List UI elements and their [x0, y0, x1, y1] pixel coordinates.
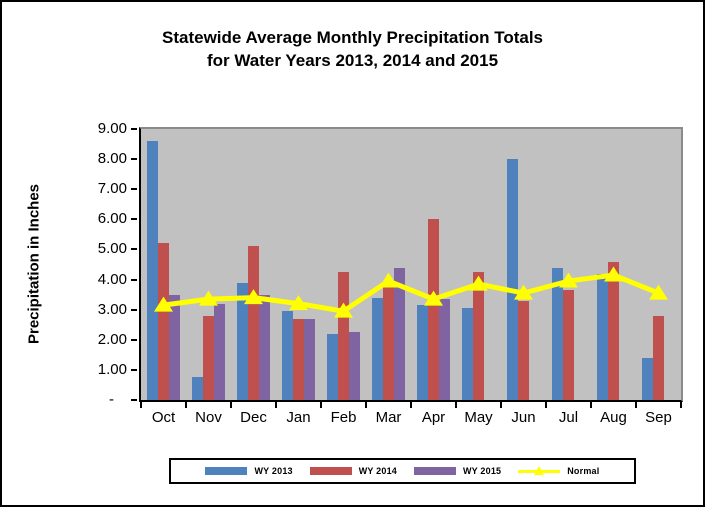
y-axis-title: Precipitation in Inches [25, 183, 43, 345]
bar-wy2013-dec [237, 282, 248, 400]
legend-swatch-wy-2014 [309, 467, 352, 475]
x-tick-0 [140, 402, 142, 408]
y-tick-6 [131, 218, 137, 221]
bar-wy2013-aug [597, 273, 608, 400]
legend-item-wy-2013: WY 2013 [205, 466, 293, 476]
bar-wy2013-nov [192, 377, 203, 400]
bar-wy2013-may [462, 308, 473, 400]
bar-wy2015-feb [349, 332, 360, 400]
y-tick-label-6: 6.00 [97, 210, 127, 228]
legend-swatch-wy-2013 [205, 467, 248, 475]
y-tick-label-7: 7.00 [97, 180, 127, 198]
bar-wy2014-may [473, 272, 484, 400]
y-tick-label-5: 5.00 [97, 240, 127, 258]
y-tick-label-2: 2.00 [97, 330, 127, 348]
x-axis-label-mar: Mar [375, 409, 402, 426]
bar-wy2014-mar [383, 287, 394, 400]
y-tick-0 [131, 399, 137, 401]
y-tick-9 [131, 128, 137, 130]
bar-wy2015-jan [304, 318, 315, 400]
bar-wy2014-oct [158, 243, 169, 400]
legend-label-normal: Normal [567, 466, 600, 476]
x-axis-label-jul: Jul [558, 409, 579, 426]
x-axis-label-nov: Nov [195, 409, 222, 426]
bar-wy2014-sep [653, 315, 664, 400]
bar-layer [141, 129, 681, 400]
legend-label-wy-2015: WY 2015 [462, 466, 502, 476]
chart-title-line2: for Water Years 2013, 2014 and 2015 [206, 51, 499, 70]
legend-label-wy-2014: WY 2014 [358, 466, 397, 476]
bar-wy2013-feb [327, 333, 338, 400]
bar-wy2014-jul [563, 290, 574, 400]
legend-swatch-normal [518, 465, 561, 477]
bar-wy2015-apr [439, 299, 450, 400]
y-tick-label-3: 3.00 [97, 300, 127, 318]
bar-wy2013-jul [552, 267, 563, 400]
x-tick-12 [680, 402, 682, 408]
y-tick-7 [131, 188, 137, 191]
bar-wy2014-jun [518, 300, 529, 400]
x-tick-10 [590, 402, 592, 408]
legend-triangle-marker-icon [534, 466, 545, 475]
bar-wy2015-dec [259, 294, 270, 400]
bar-wy2013-jun [507, 159, 518, 400]
bar-wy2013-jan [282, 311, 293, 400]
bar-wy2013-apr [417, 305, 428, 400]
x-tick-6 [410, 402, 412, 408]
x-axis-label-oct: Oct [151, 409, 176, 426]
x-tick-11 [635, 402, 637, 408]
x-tick-4 [320, 402, 322, 408]
x-axis-label-aug: Aug [600, 409, 627, 426]
x-tick-2 [230, 402, 232, 408]
bar-wy2014-apr [428, 219, 439, 400]
y-tick-label-4: 4.00 [97, 270, 127, 288]
y-tick-label-0: - [109, 391, 114, 408]
legend-item-wy-2014: WY 2014 [309, 466, 397, 476]
y-tick-8 [131, 158, 137, 161]
y-tick-5 [131, 248, 137, 251]
plot-area [139, 127, 683, 402]
y-tick-2 [131, 338, 137, 341]
chart-title-line1: Statewide Average Monthly Precipitation … [162, 28, 543, 47]
y-tick-1 [131, 368, 137, 371]
x-axis-label-feb: Feb [330, 409, 357, 426]
bar-wy2013-oct [147, 141, 158, 400]
x-tick-3 [275, 402, 277, 408]
legend-label-wy-2013: WY 2013 [254, 466, 293, 476]
y-tick-label-1: 1.00 [97, 360, 127, 378]
chart-title: Statewide Average Monthly Precipitation … [2, 26, 703, 72]
bar-wy2014-nov [203, 315, 214, 400]
x-axis-label-sep: Sep [645, 409, 672, 426]
x-tick-8 [500, 402, 502, 408]
bar-wy2013-sep [642, 357, 653, 400]
bar-wy2015-nov [214, 303, 225, 400]
x-tick-1 [185, 402, 187, 408]
x-axis-label-jun: Jun [511, 409, 536, 426]
legend-item-wy-2015: WY 2015 [413, 466, 502, 476]
y-tick-label-8: 8.00 [97, 150, 127, 168]
x-axis-label-apr: Apr [421, 409, 446, 426]
legend-swatch-wy-2015 [413, 467, 456, 475]
legend: WY 2013 WY 2014 WY 2015 Normal [169, 458, 636, 484]
bar-wy2014-dec [248, 246, 259, 400]
y-tick-label-9: 9.00 [97, 120, 127, 137]
bar-wy2015-mar [394, 267, 405, 400]
bar-wy2014-jan [293, 318, 304, 400]
x-tick-7 [455, 402, 457, 408]
bar-wy2014-feb [338, 272, 349, 400]
bar-wy2015-oct [169, 294, 180, 400]
x-axis-label-may: May [464, 409, 493, 426]
legend-item-normal: Normal [518, 465, 599, 477]
bar-wy2014-aug [608, 261, 619, 400]
bar-wy2013-mar [372, 297, 383, 400]
x-tick-9 [545, 402, 547, 408]
x-axis-label-dec: Dec [240, 409, 267, 426]
x-axis-label-jan: Jan [286, 409, 311, 426]
x-tick-5 [365, 402, 367, 408]
y-tick-4 [131, 278, 137, 281]
y-tick-3 [131, 308, 137, 311]
